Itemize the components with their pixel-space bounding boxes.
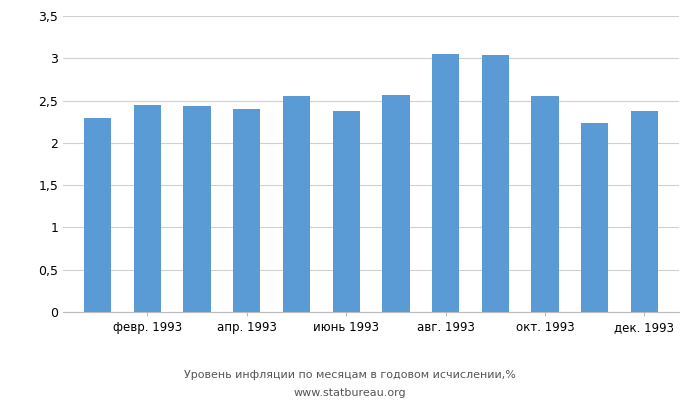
Bar — [631, 111, 658, 312]
Bar — [84, 118, 111, 312]
Bar — [134, 105, 161, 312]
Bar — [581, 124, 608, 312]
Bar — [482, 55, 509, 312]
Text: Уровень инфляции по месяцам в годовом исчислении,%: Уровень инфляции по месяцам в годовом ис… — [184, 370, 516, 380]
Bar — [432, 54, 459, 312]
Bar — [382, 96, 410, 312]
Text: www.statbureau.org: www.statbureau.org — [294, 388, 406, 398]
Bar — [332, 111, 360, 312]
Bar — [233, 109, 260, 312]
Bar — [531, 96, 559, 312]
Bar — [283, 96, 310, 312]
Bar — [183, 106, 211, 312]
